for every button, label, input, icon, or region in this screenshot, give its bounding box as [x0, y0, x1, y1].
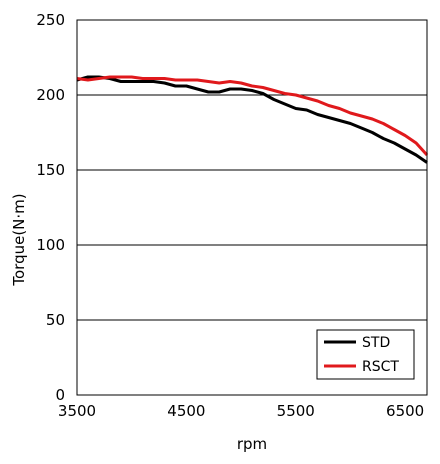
series-lines: [76, 75, 429, 164]
series-line-rsct: [76, 75, 429, 157]
y-tick-label: 200: [36, 86, 65, 104]
x-tick-label: 3500: [58, 402, 96, 420]
y-tick-label: 0: [55, 386, 65, 404]
y-tick-label: 50: [46, 311, 65, 329]
legend: STD RSCT: [316, 329, 415, 380]
x-axis-title: rpm: [237, 435, 267, 453]
y-tick-label: 250: [36, 11, 65, 29]
legend-label-rsct: RSCT: [362, 359, 399, 375]
x-tick-labels: 3500 4500 5500 6500: [58, 402, 424, 420]
x-tick-label: 5500: [277, 402, 315, 420]
x-tick-label: 4500: [167, 402, 205, 420]
legend-box: [316, 329, 415, 380]
legend-label-std: STD: [362, 335, 390, 351]
y-tick-label: 100: [36, 236, 65, 254]
y-tick-labels: 0 50 100 150 200 250: [36, 11, 65, 404]
plot-frame: [76, 19, 428, 396]
gridlines: [77, 94, 427, 321]
y-axis-title: Torque(N·m): [10, 193, 28, 286]
y-tick-label: 150: [36, 161, 65, 179]
series-line-std: [76, 75, 428, 164]
x-tick-label: 6500: [386, 402, 424, 420]
